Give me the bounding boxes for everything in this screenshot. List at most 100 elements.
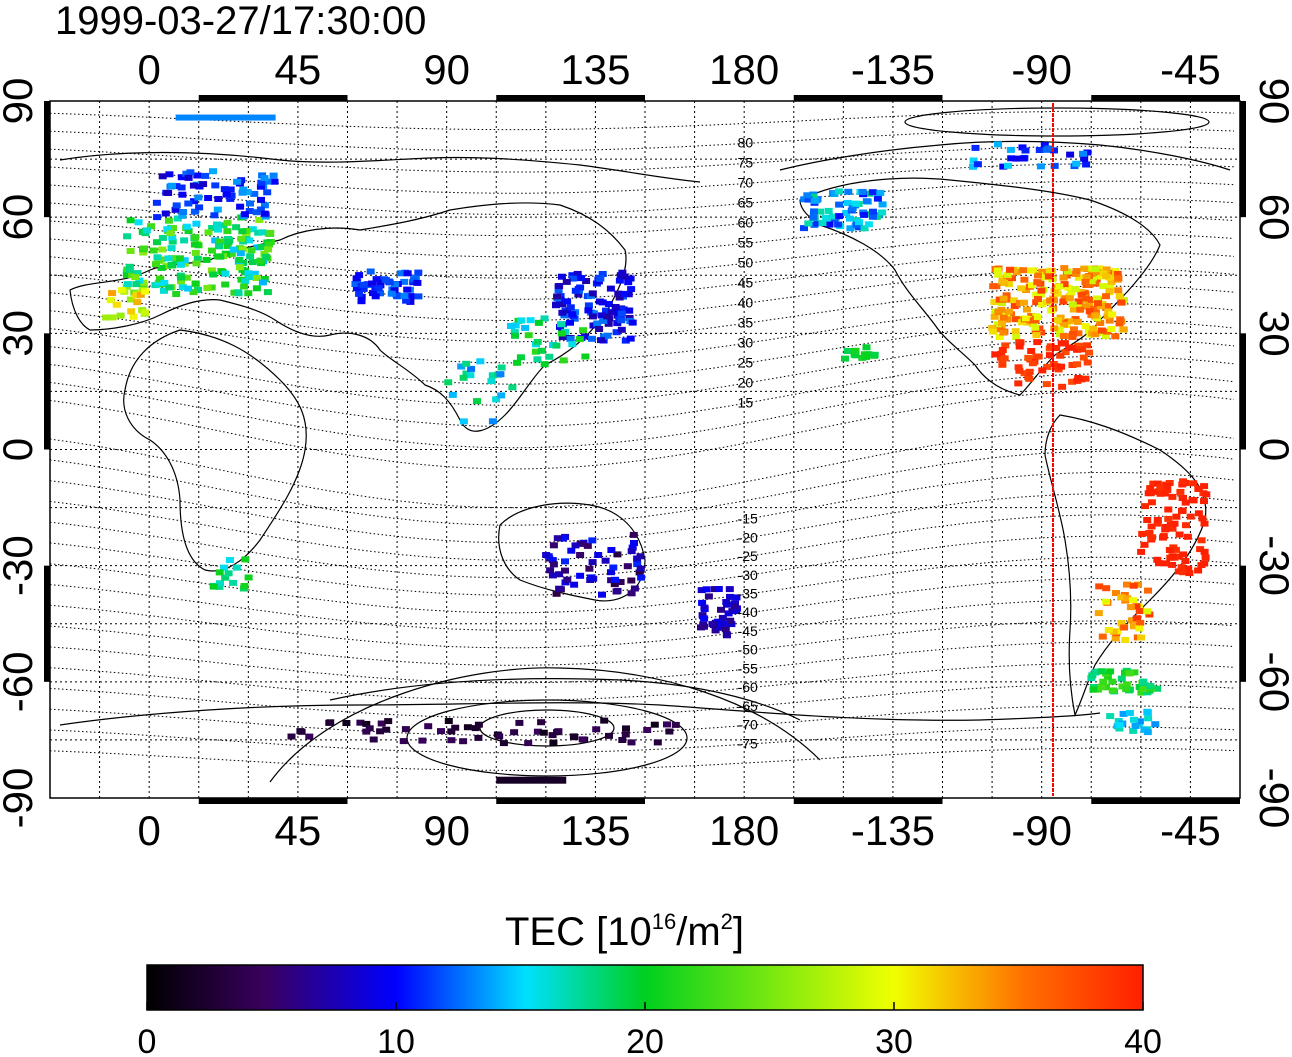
contour-label: -15 <box>738 511 758 527</box>
tec-pixel <box>1162 523 1170 530</box>
tec-pixel <box>1133 615 1142 622</box>
tec-pixel <box>447 728 456 735</box>
tec-pixel <box>1115 722 1124 728</box>
tec-pixel <box>190 198 198 205</box>
tec-pixel <box>617 310 626 317</box>
lat-tick-label: -30 <box>1251 535 1292 596</box>
tec-pixel <box>1101 333 1110 339</box>
tec-pixel <box>401 726 410 733</box>
magnetic-contour <box>50 429 1235 509</box>
tec-pixel <box>264 230 273 237</box>
tec-pixel <box>1140 541 1149 548</box>
tec-pixel <box>387 290 396 297</box>
tec-pixel <box>579 327 587 334</box>
tec-pixel <box>568 311 577 318</box>
magnetic-contour <box>50 110 1235 131</box>
tec-pixel <box>204 229 213 236</box>
tec-pixel <box>222 191 231 198</box>
tec-pixel <box>868 189 877 196</box>
tec-pixel <box>731 600 739 607</box>
lon-tick-label: 90 <box>423 807 470 854</box>
lon-tick-label: 0 <box>137 46 160 93</box>
tec-pixel <box>650 721 659 728</box>
tec-pixel <box>553 293 562 300</box>
tec-pixel <box>998 299 1007 306</box>
tec-pixel <box>555 585 564 592</box>
tec-pixel <box>1097 327 1106 334</box>
tec-pixel <box>1130 716 1138 723</box>
tec-pixel <box>998 278 1007 285</box>
tec-pixel <box>1102 598 1111 605</box>
tec-pixel <box>574 291 583 298</box>
tec-pixel <box>1083 149 1092 156</box>
tec-pixel <box>624 279 633 286</box>
lon-tick-label: -45 <box>1160 46 1221 93</box>
tec-pixel <box>725 586 734 593</box>
tec-pixel <box>611 304 620 310</box>
tec-pixel <box>1074 375 1083 381</box>
contour-label: 35 <box>738 314 754 330</box>
tec-pixel <box>376 290 384 297</box>
tec-pixel <box>878 209 887 216</box>
tec-pixel <box>1033 279 1042 286</box>
tec-pixel <box>800 196 809 203</box>
tec-pixel <box>1183 533 1192 540</box>
tec-pixel <box>168 234 177 241</box>
tec-pixel <box>697 624 705 631</box>
tec-pixel <box>184 174 193 181</box>
tec-pixel <box>216 238 225 245</box>
tec-pixel <box>132 281 141 288</box>
tec-pixel <box>193 255 202 262</box>
tec-pixel <box>1105 317 1114 324</box>
tec-pixel <box>397 270 406 277</box>
tec-pixel <box>1129 727 1138 734</box>
tec-pixel <box>876 189 885 196</box>
contour-label: 55 <box>738 234 754 250</box>
tec-pixel <box>1003 271 1012 278</box>
tec-pixel <box>462 360 471 367</box>
tec-pixel <box>246 200 254 207</box>
tec-pixel <box>242 234 251 241</box>
tec-pixel <box>342 720 351 726</box>
axis-tick-bars <box>44 95 1246 804</box>
tec-pixel <box>1059 333 1068 339</box>
tec-pixel <box>598 591 606 598</box>
tec-pixel <box>190 208 199 215</box>
tec-pixel <box>127 308 136 315</box>
tec-pixel <box>1113 270 1122 277</box>
tec-pixel <box>1115 320 1124 327</box>
tec-pixel <box>1155 560 1163 567</box>
tec-pixel <box>621 337 630 344</box>
tec-pixel <box>1047 307 1056 314</box>
tec-pixel <box>1200 498 1208 505</box>
tec-pixel <box>610 581 619 588</box>
contour-label: 25 <box>738 354 754 370</box>
tec-pixel <box>400 292 409 299</box>
tec-pixel <box>1037 287 1046 294</box>
tec-pixel <box>136 291 145 298</box>
tec-pixel <box>568 272 577 279</box>
tec-pixel <box>834 221 843 228</box>
tec-pixel <box>548 557 557 564</box>
tec-pixel <box>829 213 838 220</box>
tec-pixel <box>224 239 233 245</box>
tec-pixel <box>414 269 423 276</box>
colorbar-label-mid: /m <box>676 910 720 954</box>
tec-pixel <box>636 565 645 572</box>
tec-pixel <box>270 178 279 185</box>
tec-pixel <box>824 207 833 214</box>
tec-pixel <box>377 720 386 727</box>
tec-pixel <box>732 608 741 614</box>
tec-pixel <box>1060 265 1069 272</box>
tec-pixel <box>158 173 167 180</box>
tec-pixel <box>557 330 566 337</box>
tec-pixel <box>1196 546 1205 553</box>
tec-pixel <box>1148 534 1157 541</box>
tec-pixel <box>1067 289 1076 296</box>
tec-pixel <box>633 561 642 568</box>
tec-pixel <box>534 319 543 326</box>
tec-pixel <box>210 212 219 219</box>
tec-pixel <box>234 290 243 297</box>
tec-pixel <box>588 290 597 297</box>
tec-pixel <box>994 141 1002 148</box>
